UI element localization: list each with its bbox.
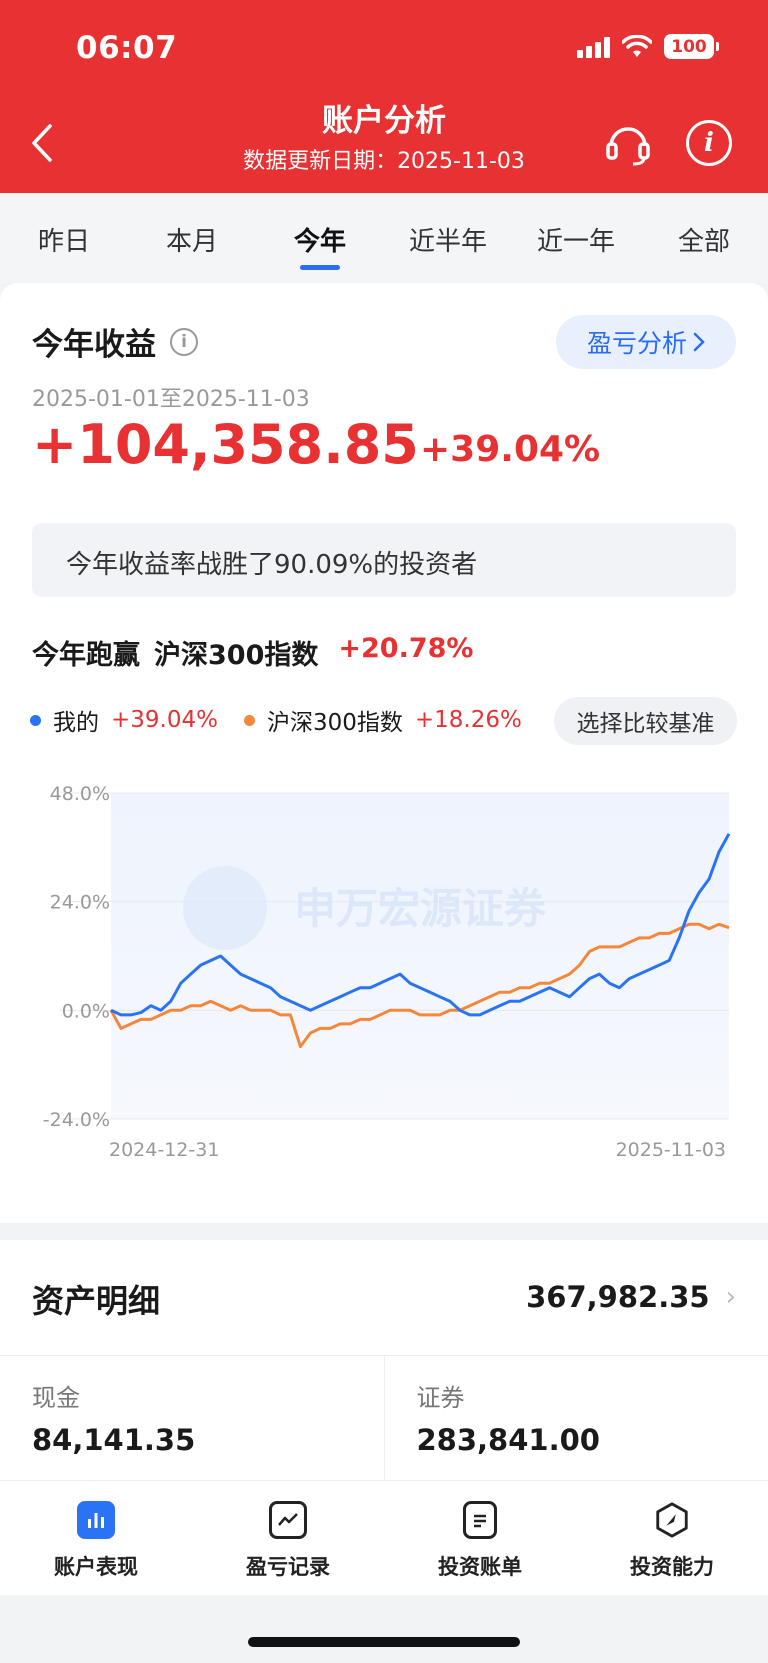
nav-label: 投资账单	[438, 1555, 522, 1579]
chevron-right-icon	[693, 332, 705, 352]
securities-value: 283,841.00	[416, 1423, 600, 1457]
returns-card: 今年收益 i 盈亏分析 2025-01-01至2025-11-03 +104,3…	[0, 283, 768, 1223]
x-tick-label: 2025-11-03	[616, 1139, 726, 1161]
chart-legend: 我的 +39.04% 沪深300指数 +18.26%	[30, 703, 548, 737]
securities-label: 证券	[416, 1384, 465, 1412]
date-range: 2025-01-01至2025-11-03	[32, 387, 310, 412]
legend-index-value: +18.26%	[414, 707, 522, 733]
wifi-icon	[622, 34, 652, 57]
legend-mine-value: +39.04%	[111, 707, 218, 733]
trend-icon	[269, 1501, 307, 1539]
y-tick-label: 48.0%	[50, 783, 110, 805]
tab-one-year[interactable]: 近一年	[536, 227, 615, 257]
select-benchmark-button[interactable]: 选择比较基准	[554, 697, 737, 745]
assets-split: 现金 84,141.35 证券 283,841.00	[0, 1355, 768, 1480]
nav-investment-bill[interactable]: 投资账单	[384, 1481, 576, 1595]
status-icons: 100	[577, 34, 719, 59]
pl-analysis-label: 盈亏分析	[586, 329, 687, 358]
legend-mine-label: 我的	[53, 710, 99, 736]
watermark-text: 申万宏源证券	[294, 884, 547, 933]
returns-title: 今年收益	[32, 327, 156, 363]
outperform-line: 今年跑赢 沪深300指数 +20.78%	[32, 633, 473, 672]
tab-this-year[interactable]: 今年	[256, 193, 384, 283]
bottom-nav: 账户表现 盈亏记录 投资账单 投资能力	[0, 1480, 768, 1595]
info-circle-icon[interactable]: i	[170, 327, 198, 356]
period-tabs: 昨日 本月 今年 近半年 近一年 全部	[0, 193, 768, 283]
y-tick-label: 0.0%	[62, 1000, 110, 1022]
home-indicator	[248, 1637, 520, 1647]
y-tick-label: 24.0%	[50, 892, 110, 914]
nav-investment-ability[interactable]: 投资能力	[576, 1481, 768, 1595]
nav-account-performance[interactable]: 账户表现	[0, 1481, 192, 1595]
section-title: 今年收益 i	[32, 319, 198, 364]
nav-label: 账户表现	[54, 1555, 138, 1579]
assets-title: 资产明细	[32, 1282, 161, 1320]
assets-total: 367,982.35	[526, 1280, 710, 1314]
customer-service-button[interactable]	[603, 118, 653, 168]
series-line-mine	[110, 833, 731, 1017]
chevron-right-icon: ›	[725, 1282, 736, 1312]
headset-icon	[606, 127, 650, 166]
back-button[interactable]	[26, 118, 58, 168]
benchmark-name: 沪深300指数	[154, 640, 319, 671]
status-time: 06:07	[76, 30, 178, 66]
nav-label: 盈亏记录	[246, 1555, 330, 1579]
tab-all[interactable]: 全部	[677, 227, 730, 257]
outperform-value: +20.78%	[338, 633, 474, 664]
chart-area	[111, 793, 729, 1119]
legend-index-label: 沪深300指数	[266, 710, 403, 736]
page-title: 账户分析	[322, 103, 446, 139]
battery-icon: 100	[664, 34, 719, 59]
return-percent: +39.04%	[420, 429, 601, 470]
return-amount: +104,358.85	[32, 413, 419, 476]
series-line-index	[109, 922, 730, 1049]
tab-half-year[interactable]: 近半年	[408, 227, 487, 257]
assets-total-row[interactable]: 367,982.35 ›	[526, 1280, 736, 1314]
info-icon[interactable]: i	[686, 120, 732, 166]
mine-dot-icon	[30, 714, 41, 726]
watermark-logo	[183, 866, 267, 950]
header-bar: 06:07 100 账户分析 数据更新日期：2025-11-03 i	[0, 0, 768, 193]
return-chart[interactable]: 申万宏源证券 48.0% 24.0% 0.0% -24.0% 2024-12-31 20…	[0, 783, 768, 1173]
nav-label: 投资能力	[630, 1555, 714, 1579]
compass-icon	[656, 1502, 688, 1538]
bar-chart-icon	[77, 1501, 115, 1539]
beat-investors-banner: 今年收益率战胜了90.09%的投资者	[32, 523, 736, 597]
cash-value: 84,141.35	[32, 1423, 196, 1457]
cash-cell: 现金 84,141.35	[0, 1356, 384, 1480]
assets-section: 资产明细 367,982.35 › 现金 84,141.35 证券 283,84…	[0, 1240, 768, 1480]
index-dot-icon	[243, 714, 255, 726]
outperform-prefix: 今年跑赢	[32, 640, 140, 671]
tab-yesterday[interactable]: 昨日	[37, 227, 90, 257]
pl-analysis-button[interactable]: 盈亏分析	[556, 315, 736, 369]
x-tick-label: 2024-12-31	[109, 1139, 219, 1161]
signal-icon	[577, 36, 610, 58]
document-icon	[463, 1501, 497, 1539]
cash-label: 现金	[32, 1384, 80, 1412]
nav-pl-records[interactable]: 盈亏记录	[192, 1481, 384, 1595]
tab-this-month[interactable]: 本月	[165, 227, 218, 257]
y-tick-label: -24.0%	[43, 1109, 110, 1131]
securities-cell: 证券 283,841.00	[383, 1356, 768, 1480]
update-date: 数据更新日期：2025-11-03	[243, 149, 525, 174]
chevron-left-icon	[32, 124, 52, 162]
